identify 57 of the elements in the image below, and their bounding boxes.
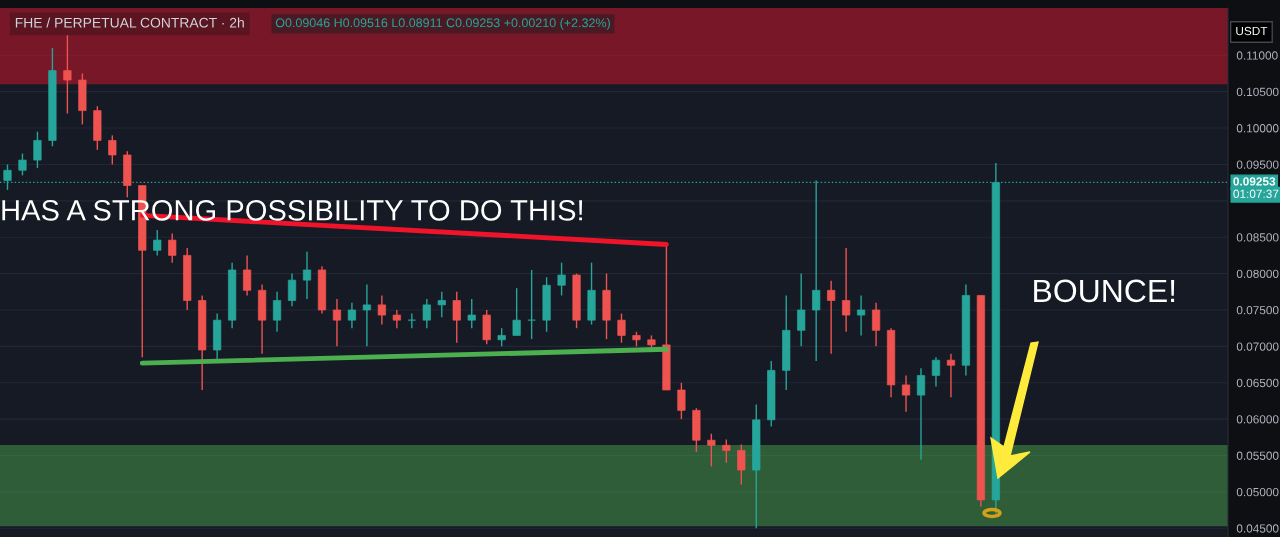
y-tick-label: 0.09500 xyxy=(1236,160,1279,169)
y-tick-label: 0.07500 xyxy=(1236,306,1279,315)
candlestick xyxy=(63,34,72,115)
text: 01:07:37 xyxy=(1233,189,1279,198)
candlestick xyxy=(497,327,506,348)
candlestick xyxy=(677,382,686,420)
candlestick xyxy=(272,291,282,333)
candlestick xyxy=(302,251,312,300)
candlestick xyxy=(437,291,446,318)
candlestick xyxy=(33,131,42,169)
candlestick xyxy=(108,134,117,166)
candlestick xyxy=(452,291,461,344)
y-axis-title: USDT xyxy=(1236,26,1268,36)
candlestick xyxy=(18,152,27,177)
candlestick xyxy=(931,356,941,388)
candlestick xyxy=(737,443,746,486)
candlestick xyxy=(362,283,371,348)
y-tick-label: 0.10500 xyxy=(1236,87,1279,97)
candlestick xyxy=(617,312,626,344)
candlestick xyxy=(512,287,521,337)
candlestick xyxy=(243,254,252,297)
candlestick xyxy=(901,374,911,413)
candlestick xyxy=(422,298,431,329)
candlestick xyxy=(916,367,926,461)
y-tick-label: 0.06500 xyxy=(1236,378,1279,388)
ref-line-label: 0.09253 xyxy=(1233,177,1276,186)
y-tick-label: 0.05000 xyxy=(1236,487,1279,497)
candlestick xyxy=(827,280,836,355)
candlestick xyxy=(377,294,386,326)
y-tick-label: 0.11000 xyxy=(1236,51,1278,60)
text: FHE / PERPETUAL CONTRACT · 2h xyxy=(15,17,244,28)
y-tick-label: 0.04500 xyxy=(1236,524,1279,533)
y-tick-label: 0.05500 xyxy=(1236,451,1279,460)
candlestick xyxy=(527,269,536,340)
annotation: O0.09046 H0.09516 L0.08911 C0.09253 +0.00210 (+2.32%) xyxy=(275,18,610,30)
y-tick-label: 0.07000 xyxy=(1236,342,1279,351)
candlestick xyxy=(857,294,866,337)
y-tick-label: 0.08500 xyxy=(1236,233,1279,242)
candlestick xyxy=(347,302,357,329)
candlestick xyxy=(722,438,731,464)
candlestick xyxy=(842,247,851,333)
annotation: BOUNCE! xyxy=(1034,279,1175,303)
candlestick xyxy=(871,302,881,348)
candlestick xyxy=(392,309,401,329)
candlestick xyxy=(946,352,956,398)
candlestick xyxy=(407,312,416,329)
y-tick-label: 0.10000 xyxy=(1236,124,1279,133)
y-tick-label: 0.08000 xyxy=(1236,269,1279,278)
candlestick xyxy=(707,432,716,468)
candlestick xyxy=(332,298,342,348)
y-tick-label: 0.06000 xyxy=(1236,415,1279,424)
candlestick xyxy=(797,272,806,348)
candlestick xyxy=(287,272,297,308)
candlestick xyxy=(168,232,177,264)
candlestick xyxy=(153,229,162,257)
candlestick xyxy=(467,298,476,329)
candlestick xyxy=(557,261,566,297)
